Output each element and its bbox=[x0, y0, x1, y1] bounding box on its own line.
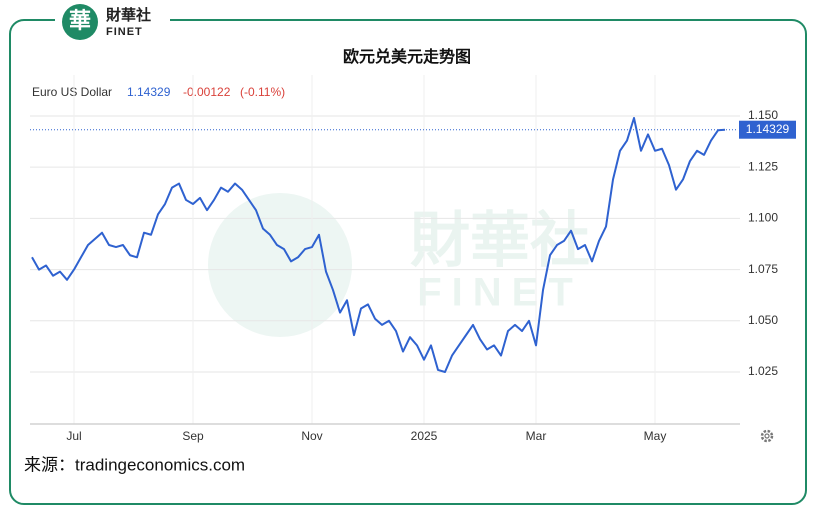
watermark-brand: FINET bbox=[417, 271, 583, 315]
settings-icon[interactable] bbox=[760, 429, 774, 443]
last-price: 1.14329 bbox=[127, 85, 171, 99]
x-tick-label: Nov bbox=[301, 429, 322, 443]
x-tick-label: Jul bbox=[66, 429, 81, 443]
logo-brand: FINET bbox=[106, 26, 143, 38]
y-tick-label: 1.125 bbox=[748, 159, 778, 173]
chart-title: 欧元兑美元走势图 bbox=[343, 47, 471, 66]
x-tick-label: Mar bbox=[526, 429, 547, 443]
y-tick-label: 1.050 bbox=[748, 313, 778, 327]
series-label: Euro US Dollar bbox=[32, 85, 112, 99]
x-tick-label: Sep bbox=[182, 429, 204, 443]
y-tick-label: 1.100 bbox=[748, 211, 778, 225]
line bbox=[31, 117, 726, 373]
y-tick-label: 1.025 bbox=[748, 364, 778, 378]
change-pct: (-0.11%) bbox=[240, 85, 285, 99]
y-tick-label: 1.150 bbox=[748, 108, 778, 122]
logo-name: 財華社 bbox=[105, 6, 151, 24]
change: -0.00122 bbox=[183, 85, 231, 99]
x-tick-label: 2025 bbox=[411, 429, 438, 443]
frame bbox=[9, 19, 807, 505]
watermark-circle bbox=[208, 193, 352, 337]
last-value-tag bbox=[739, 120, 796, 139]
x-tick-label: May bbox=[644, 429, 667, 443]
y-tick-label: 1.075 bbox=[748, 262, 778, 276]
last-value-label: 1.14329 bbox=[746, 122, 790, 136]
source: 来源：tradingeconomics.com bbox=[24, 455, 245, 474]
logo-glyph: 華 bbox=[69, 8, 91, 33]
logo-circle bbox=[62, 4, 98, 40]
